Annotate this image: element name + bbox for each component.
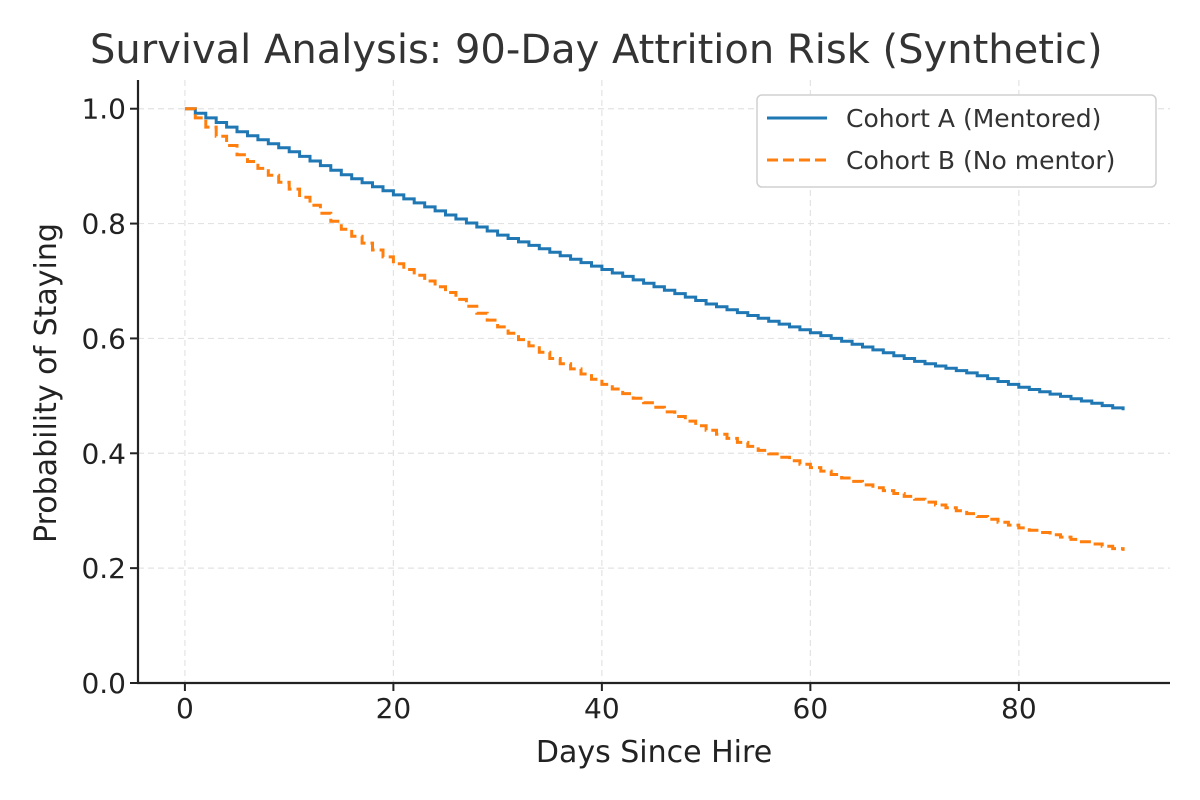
y-tick-label: 0.4 (81, 437, 126, 470)
series-line-cohort-a (184, 107, 1125, 411)
legend-label-cohort-b: Cohort B (No mentor) (846, 146, 1115, 175)
chart-title: Survival Analysis: 90-Day Attrition Risk… (90, 27, 1103, 73)
y-tick-label: 0.2 (81, 552, 126, 585)
y-tick-label: 0.6 (81, 322, 126, 355)
axes (136, 80, 1170, 685)
x-tick-label: 40 (584, 692, 620, 725)
y-tick-label: 0.8 (81, 208, 126, 241)
legend: Cohort A (Mentored) Cohort B (No mentor) (756, 94, 1157, 188)
series-lines (184, 107, 1125, 551)
y-tick-label: 1.0 (81, 93, 126, 126)
y-tick-label: 0.0 (81, 667, 126, 700)
x-tick-label: 0 (176, 692, 194, 725)
series-line-cohort-b (184, 107, 1125, 551)
x-tick-label: 80 (1001, 692, 1037, 725)
ticks: 0 20 40 60 80 0.0 0.2 0.4 0.6 0.8 1.0 (81, 93, 1036, 725)
y-axis-label: Probability of Staying (29, 223, 64, 543)
x-axis-label: Days Since Hire (536, 735, 772, 770)
legend-box (756, 94, 1157, 188)
x-tick-label: 20 (376, 692, 412, 725)
x-tick-label: 60 (793, 692, 829, 725)
legend-label-cohort-a: Cohort A (Mentored) (846, 104, 1101, 133)
